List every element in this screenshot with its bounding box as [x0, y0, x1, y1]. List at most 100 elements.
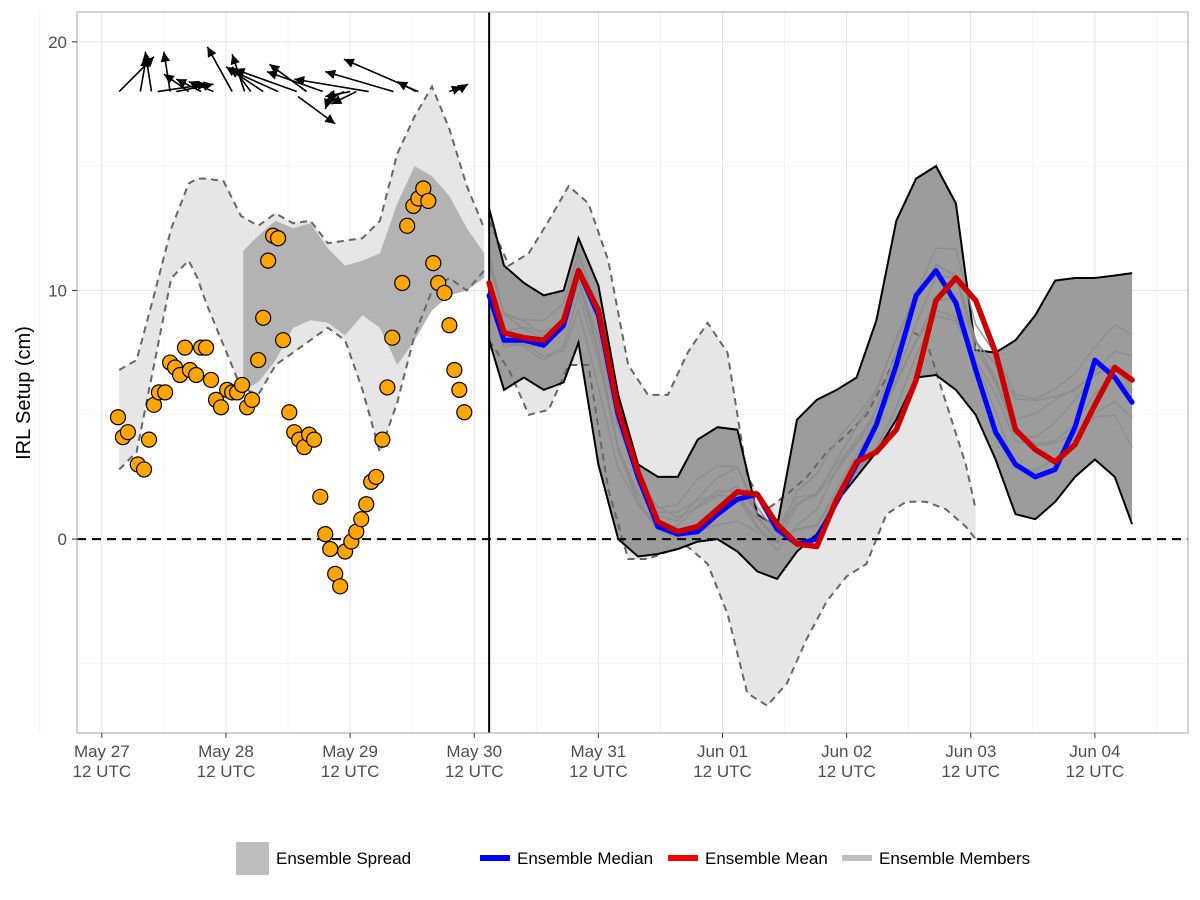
- wind-arrow-head: [266, 70, 278, 80]
- wind-arrow-head: [196, 80, 208, 91]
- wind-arrow-head: [294, 76, 305, 86]
- observation-point: [384, 329, 401, 346]
- observation-point: [157, 384, 174, 401]
- ensemble-spread-bands: [118, 84, 1134, 707]
- observation-point: [274, 332, 292, 349]
- observation-point: [353, 511, 370, 528]
- wind-arrow-head: [325, 89, 336, 100]
- y-tick-label: 20: [48, 33, 67, 52]
- y-tick-label: 0: [58, 530, 67, 549]
- wind-arrow-head: [207, 46, 217, 58]
- wind-arrow-head: [343, 58, 355, 68]
- spread-dashed-lower: [118, 258, 485, 471]
- x-tick-label: 12 UTC: [321, 762, 380, 781]
- observation-point: [374, 431, 391, 448]
- observation-point: [379, 379, 396, 396]
- observation-point: [420, 192, 437, 210]
- observation-point: [188, 366, 205, 384]
- x-tick-label: 12 UTC: [73, 762, 132, 781]
- wind-arrow-head: [457, 84, 469, 94]
- observation-point: [425, 255, 442, 272]
- observation-point: [269, 230, 287, 247]
- observation-point: [202, 371, 220, 389]
- x-tick-label: Jun 03: [945, 742, 996, 761]
- legend-label: Ensemble Spread: [276, 849, 411, 868]
- wind-arrow-head: [234, 68, 246, 78]
- x-tick-label: 12 UTC: [817, 762, 876, 781]
- spread-dashed-lower: [488, 339, 977, 707]
- observation-point: [305, 431, 323, 448]
- observation-point: [322, 540, 339, 558]
- observation-point: [317, 526, 334, 543]
- observation-point: [243, 391, 261, 408]
- wind-arrows: [118, 46, 469, 125]
- x-tick-label: 12 UTC: [1066, 762, 1125, 781]
- wind-arrow-head: [163, 74, 175, 84]
- forecast-spread-upper-edge: [488, 164, 1133, 529]
- x-tick-label: 12 UTC: [569, 762, 628, 781]
- observation-point: [176, 339, 194, 356]
- plot-frame: [76, 11, 1189, 734]
- x-tick-label: 12 UTC: [197, 762, 256, 781]
- wind-arrow-head: [324, 114, 336, 124]
- observation-point: [197, 339, 215, 356]
- ensemble-member-line: [488, 262, 1133, 529]
- wind-arrow-head: [142, 51, 152, 63]
- observation-point: [260, 252, 277, 269]
- observation-point: [109, 409, 127, 426]
- x-tick-label: 12 UTC: [941, 762, 1000, 781]
- observation-point: [332, 578, 349, 595]
- x-tick-label: 12 UTC: [445, 762, 504, 781]
- observation-point: [451, 381, 468, 399]
- x-tick-label: May 28: [198, 742, 254, 761]
- observation-point: [233, 376, 251, 394]
- observation-point: [312, 488, 329, 505]
- series-line-ensemble-mean: [486, 267, 1135, 550]
- observation-point: [250, 351, 267, 369]
- legend-swatch-box: [236, 842, 269, 875]
- wind-arrow-shaft: [325, 70, 394, 93]
- observation-point: [441, 317, 458, 334]
- observation-point: [119, 424, 136, 441]
- x-tick-label: May 30: [446, 742, 502, 761]
- observations: [109, 180, 473, 595]
- x-tick-label: 12 UTC: [693, 762, 752, 781]
- x-tick-label: May 31: [570, 742, 626, 761]
- wind-arrow-head: [331, 95, 343, 104]
- wind-arrow-shaft: [234, 68, 297, 93]
- y-axis-title: IRL Setup (cm): [13, 326, 35, 460]
- observation-point: [281, 404, 298, 421]
- wind-arrow-head: [160, 51, 171, 63]
- x-tick-label: May 27: [74, 742, 130, 761]
- x-tick-label: May 29: [322, 742, 378, 761]
- legend-label: Ensemble Mean: [705, 849, 828, 868]
- wind-arrow-head: [397, 81, 409, 91]
- hindcast-inner-spread: [243, 166, 485, 390]
- wind-arrow-head: [143, 56, 154, 68]
- observation-point: [446, 361, 463, 379]
- observation-point: [135, 461, 153, 478]
- wind-arrow-head: [188, 80, 200, 90]
- y-tick-label: 10: [48, 281, 67, 300]
- x-tick-label: Jun 01: [697, 742, 748, 761]
- wind-arrow-head: [230, 54, 240, 66]
- x-tick-label: Jun 02: [821, 742, 872, 761]
- observation-point: [368, 468, 385, 486]
- observation-point: [140, 431, 158, 448]
- legend-label: Ensemble Median: [517, 849, 653, 868]
- x-tick-label: Jun 04: [1069, 742, 1120, 761]
- spread-dashed-upper: [118, 84, 486, 371]
- observation-point: [255, 309, 272, 326]
- legend-label: Ensemble Members: [879, 849, 1030, 868]
- ensemble-member-line: [488, 247, 1133, 540]
- observation-point: [456, 404, 473, 421]
- observation-point: [436, 284, 453, 302]
- observation-point: [394, 274, 411, 292]
- wind-arrow-shaft: [294, 78, 369, 93]
- observation-point: [399, 217, 416, 234]
- wind-arrow-head: [176, 79, 188, 88]
- wind-arrow-head: [325, 69, 337, 80]
- observation-point: [212, 399, 230, 416]
